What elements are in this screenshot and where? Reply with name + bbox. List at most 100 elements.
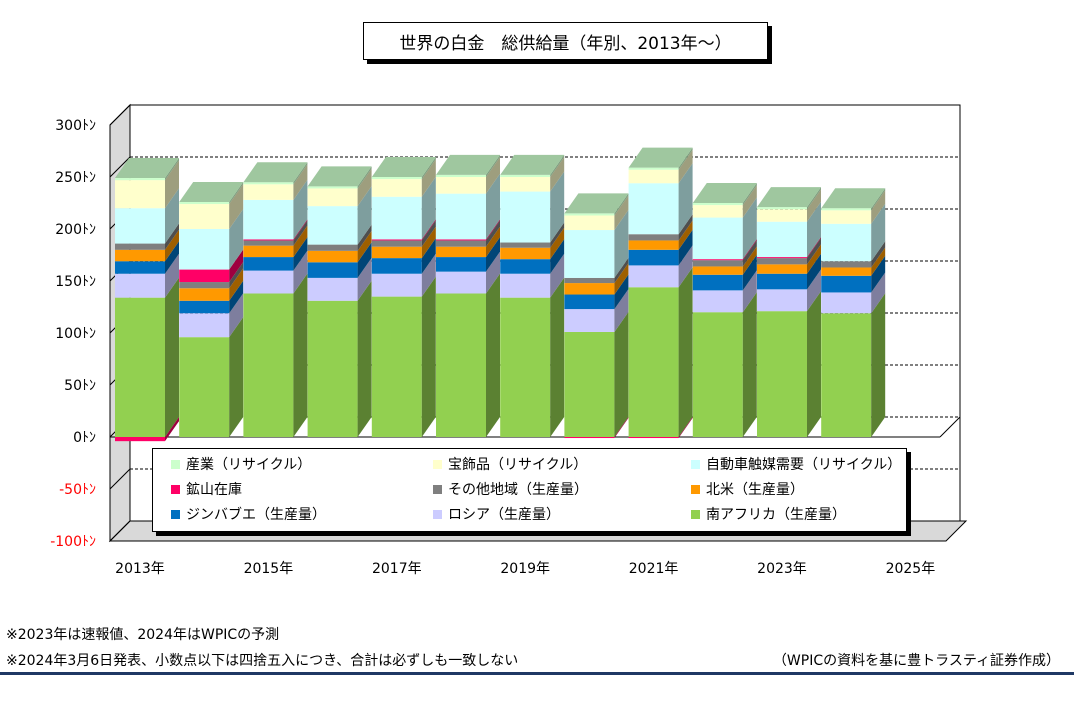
- y-tick-label: 100ﾄﾝ: [55, 326, 96, 342]
- bar-segment-side: [807, 237, 821, 259]
- bar-segment-side: [165, 277, 179, 437]
- bar-segment-side: [229, 280, 244, 314]
- bar-segment: [115, 297, 165, 437]
- bar-segment-side: [165, 229, 179, 262]
- bar-segment-side: [614, 263, 629, 295]
- bar-segment-side: [807, 238, 821, 265]
- bar-top: [307, 166, 372, 187]
- bar-segment-side: [807, 253, 821, 290]
- bar-segment: [757, 258, 807, 265]
- bar-segment-side: [486, 237, 500, 272]
- bar-segment: [821, 313, 872, 437]
- legend-item: ロシア（生産量）: [433, 504, 560, 524]
- bar-segment-side: [614, 417, 629, 439]
- bar-segment-side: [550, 157, 565, 192]
- bar-segment-side: [486, 273, 500, 437]
- bar-segment-side: [486, 220, 500, 247]
- bar-segment-side: [742, 197, 757, 260]
- bar-segment-side: [486, 251, 500, 294]
- bar-segment: [243, 257, 294, 271]
- bar-segment: [692, 259, 743, 261]
- bar-segment: [243, 182, 294, 185]
- y-tick-label: 0ﾄﾝ: [73, 430, 96, 446]
- bar-segment-side: [550, 239, 565, 274]
- bar-segment-side: [807, 187, 821, 210]
- bar-segment: [307, 300, 358, 437]
- bar-segment-side: [871, 190, 886, 224]
- legend-swatch: [691, 459, 700, 469]
- bar-segment-side: [293, 164, 308, 200]
- bar-top: [243, 162, 308, 183]
- bar-segment: [307, 262, 358, 278]
- bar-segment: [243, 293, 294, 437]
- gridline-side: [109, 520, 131, 542]
- bar-segment-side: [678, 229, 693, 266]
- zero-line-depth: [939, 416, 961, 438]
- y-axis-tick-labels: 300ﾄﾝ 250ﾄﾝ 200ﾄﾝ 150ﾄﾝ 100ﾄﾝ 50ﾄﾝ 0ﾄﾝ -50ﾄﾝ -10…: [50, 118, 96, 550]
- bar-segment-side: [550, 277, 565, 437]
- bar-segment-side: [165, 160, 179, 209]
- legend-item: 鉱山在庫: [171, 479, 242, 499]
- bar-segment: [757, 207, 807, 210]
- chart-title: 世界の白金 総供給量（年別、2013年～）: [363, 22, 768, 60]
- bar-segment-side: [742, 183, 757, 206]
- bar-segment: [564, 437, 615, 439]
- bar-segment: [243, 270, 294, 294]
- bar-segment: [692, 312, 743, 437]
- bar-segment: [307, 206, 358, 245]
- bar-segment-side: [678, 147, 693, 170]
- bar-segment-side: [421, 219, 436, 241]
- bar-segment-side: [357, 257, 372, 301]
- x-tick-label: 2025年: [886, 561, 936, 577]
- bar-segment: [757, 221, 807, 258]
- bar-segment-side: [614, 210, 629, 278]
- legend-item: 産業（リサイクル）: [171, 454, 311, 474]
- bar-segment: [564, 277, 615, 284]
- legend-item: 自動車触媒需要（リサイクル）: [691, 454, 901, 474]
- bar-segment-side: [357, 186, 372, 245]
- bar-segment-side: [421, 176, 436, 240]
- bar-segment: [500, 242, 551, 248]
- legend-swatch: [171, 509, 180, 519]
- bar-segment: [500, 247, 551, 260]
- bar-segment: [628, 240, 679, 250]
- bar-segment-side: [614, 195, 629, 231]
- legend-label: その他地域（生産量）: [448, 482, 588, 498]
- bar-segment-side: [421, 159, 436, 197]
- bar-segment: [628, 287, 679, 437]
- bar-segment-side: [486, 154, 500, 177]
- bar-top: [628, 147, 693, 168]
- bar-segment-side: [293, 250, 308, 294]
- bar-segment: [628, 169, 679, 184]
- bar-segment-side: [357, 280, 372, 437]
- bar-segment-side: [871, 293, 886, 437]
- bar-top: [179, 181, 244, 202]
- bar-segment-side: [421, 220, 436, 247]
- bar-top: [821, 188, 886, 209]
- y-tick-label: 150ﾄﾝ: [55, 274, 96, 290]
- bar-segment: [179, 288, 230, 301]
- bar-segment: [500, 273, 551, 298]
- legend-item: その他地域（生産量）: [433, 479, 588, 499]
- bar-top: [371, 157, 436, 177]
- y-tick-label: 250ﾄﾝ: [55, 170, 96, 186]
- bar-segment-side: [293, 237, 308, 271]
- bar-segment-side: [165, 253, 179, 298]
- bar-segment: [757, 257, 807, 259]
- legend-swatch: [433, 509, 442, 519]
- legend: 産業（リサイクル） 宝飾品（リサイクル） 自動車触媒需要（リサイクル） 鉱山在庫 その他…: [152, 448, 907, 532]
- x-tick-label: 2023年: [757, 561, 807, 577]
- bar-segment-side: [807, 244, 821, 274]
- bar-top: [500, 154, 565, 175]
- bar-segment: [500, 297, 551, 437]
- bar-segment-side: [871, 203, 886, 262]
- bar-segment-side: [421, 238, 436, 274]
- y-tick-label: -100ﾄﾝ: [50, 534, 96, 550]
- legend-item: 南アフリカ（生産量）: [691, 504, 846, 524]
- bar-segment: [692, 217, 743, 260]
- bar-segment: [115, 208, 165, 244]
- legend-label: 産業（リサイクル）: [186, 457, 312, 473]
- bar-segment: [628, 265, 679, 288]
- bar-segment: [564, 283, 615, 295]
